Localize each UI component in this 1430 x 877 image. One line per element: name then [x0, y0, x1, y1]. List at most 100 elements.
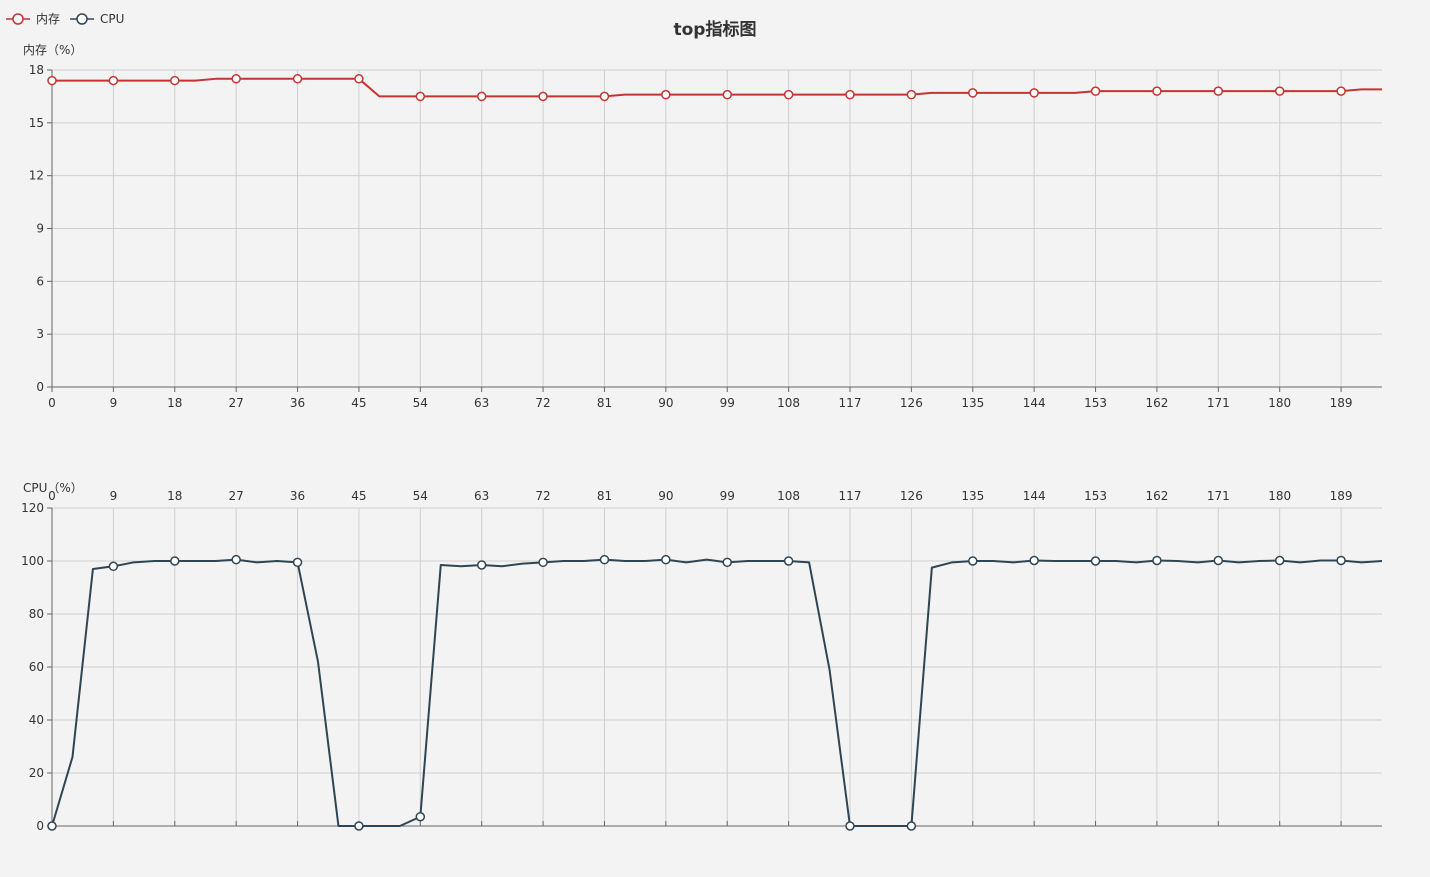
- memory-x-tick-label: 135: [961, 396, 984, 410]
- memory-x-tick-label: 81: [597, 396, 612, 410]
- memory-data-point[interactable]: [1336, 86, 1346, 96]
- cpu-data-point[interactable]: [1336, 555, 1346, 566]
- memory-x-tick-label: 171: [1207, 396, 1230, 410]
- memory-x-tick-label: 9: [110, 396, 118, 410]
- cpu-data-point[interactable]: [1029, 555, 1039, 566]
- memory-x-tick-label: 153: [1084, 396, 1107, 410]
- memory-data-point[interactable]: [538, 91, 548, 102]
- memory-data-point[interactable]: [783, 89, 794, 100]
- cpu-data-point[interactable]: [47, 821, 57, 831]
- cpu-data-point[interactable]: [1152, 555, 1162, 566]
- memory-data-point[interactable]: [476, 91, 487, 102]
- cpu-x-tick-label: 171: [1207, 489, 1230, 503]
- memory-x-tick-label: 45: [351, 396, 366, 410]
- memory-data-point[interactable]: [292, 74, 303, 84]
- cpu-y-tick-label: 0: [36, 819, 44, 833]
- memory-x-tick-label: 72: [535, 396, 550, 410]
- cpu-x-tick-label: 9: [110, 489, 118, 503]
- memory-x-tick-label: 99: [720, 396, 735, 410]
- memory-data-point[interactable]: [1213, 86, 1224, 96]
- memory-data-point[interactable]: [1090, 86, 1101, 96]
- cpu-x-tick-label: 126: [900, 489, 923, 503]
- cpu-y-tick-label: 60: [29, 660, 44, 674]
- cpu-data-point[interactable]: [1213, 555, 1224, 566]
- cpu-x-tick-label: 117: [839, 489, 862, 503]
- cpu-data-point[interactable]: [661, 554, 671, 565]
- memory-x-tick-label: 162: [1145, 396, 1168, 410]
- cpu-y-tick-label: 80: [29, 607, 44, 621]
- memory-data-point[interactable]: [722, 89, 732, 100]
- cpu-x-tick-label: 54: [413, 489, 428, 503]
- memory-x-tick-label: 108: [777, 396, 800, 410]
- cpu-x-tick-label: 90: [658, 489, 673, 503]
- chart-title: top指标图: [673, 20, 757, 40]
- cpu-data-point[interactable]: [968, 556, 978, 566]
- memory-y-axis-label: 内存（%）: [23, 43, 82, 57]
- memory-x-tick-label: 54: [413, 396, 428, 410]
- cpu-data-point[interactable]: [845, 821, 855, 831]
- memory-data-point[interactable]: [231, 74, 241, 84]
- memory-data-point[interactable]: [1029, 88, 1039, 98]
- memory-x-tick-label: 63: [474, 396, 489, 410]
- cpu-data-point[interactable]: [292, 557, 303, 568]
- cpu-data-point[interactable]: [354, 821, 364, 831]
- memory-y-tick-label: 3: [36, 327, 44, 341]
- cpu-x-tick-label: 108: [777, 489, 800, 503]
- legend-item-memory[interactable]: 内存: [6, 10, 60, 27]
- memory-data-point[interactable]: [170, 75, 180, 86]
- memory-data-point[interactable]: [661, 89, 671, 100]
- memory-data-point[interactable]: [1152, 86, 1162, 96]
- cpu-data-point[interactable]: [415, 811, 426, 822]
- memory-y-tick-label: 9: [36, 222, 44, 236]
- memory-y-tick-label: 18: [29, 63, 44, 77]
- cpu-data-point[interactable]: [783, 556, 794, 566]
- cpu-data-point[interactable]: [722, 557, 732, 568]
- cpu-x-tick-label: 36: [290, 489, 305, 503]
- memory-x-tick-label: 0: [48, 396, 56, 410]
- memory-data-point[interactable]: [968, 88, 978, 98]
- memory-y-tick-label: 0: [36, 380, 44, 394]
- legend: 内存 CPU: [6, 10, 124, 27]
- cpu-y-tick-label: 20: [29, 766, 44, 780]
- memory-data-point[interactable]: [845, 89, 855, 100]
- cpu-x-tick-label: 18: [167, 489, 182, 503]
- cpu-x-tick-label: 27: [229, 489, 244, 503]
- cpu-x-tick-label: 81: [597, 489, 612, 503]
- cpu-x-tick-label: 162: [1145, 489, 1168, 503]
- cpu-data-point[interactable]: [538, 557, 548, 568]
- memory-x-tick-label: 189: [1330, 396, 1353, 410]
- memory-data-point[interactable]: [906, 89, 917, 100]
- legend-label-memory: 内存: [36, 12, 61, 26]
- cpu-x-tick-label: 45: [351, 489, 366, 503]
- legend-label-cpu: CPU: [100, 11, 125, 26]
- cpu-data-point[interactable]: [476, 560, 487, 570]
- cpu-data-point[interactable]: [231, 554, 241, 565]
- cpu-data-point[interactable]: [906, 821, 917, 831]
- cpu-x-tick-label: 189: [1330, 489, 1353, 503]
- memory-data-point[interactable]: [599, 91, 610, 102]
- memory-x-tick-label: 180: [1268, 396, 1291, 410]
- memory-x-tick-label: 36: [290, 396, 305, 410]
- cpu-x-tick-label: 72: [535, 489, 550, 503]
- memory-data-point[interactable]: [354, 74, 364, 84]
- memory-data-point[interactable]: [47, 75, 57, 86]
- memory-y-tick-label: 6: [36, 274, 44, 288]
- memory-x-tick-label: 126: [900, 396, 923, 410]
- memory-data-point[interactable]: [415, 91, 426, 102]
- cpu-y-tick-label: 40: [29, 713, 44, 727]
- cpu-data-point[interactable]: [108, 561, 119, 572]
- cpu-data-point[interactable]: [599, 554, 610, 565]
- memory-series-line-icon: [6, 12, 30, 25]
- cpu-series-line-icon: [70, 12, 95, 25]
- cpu-data-point[interactable]: [1090, 556, 1101, 566]
- memory-data-point[interactable]: [1274, 86, 1285, 96]
- cpu-data-point[interactable]: [1274, 555, 1285, 566]
- legend-item-cpu[interactable]: CPU: [70, 11, 124, 27]
- cpu-y-axis-label: CPU（%）: [23, 481, 83, 495]
- cpu-x-tick-label: 135: [961, 489, 984, 503]
- memory-data-point[interactable]: [108, 75, 119, 86]
- cpu-data-point[interactable]: [170, 556, 180, 566]
